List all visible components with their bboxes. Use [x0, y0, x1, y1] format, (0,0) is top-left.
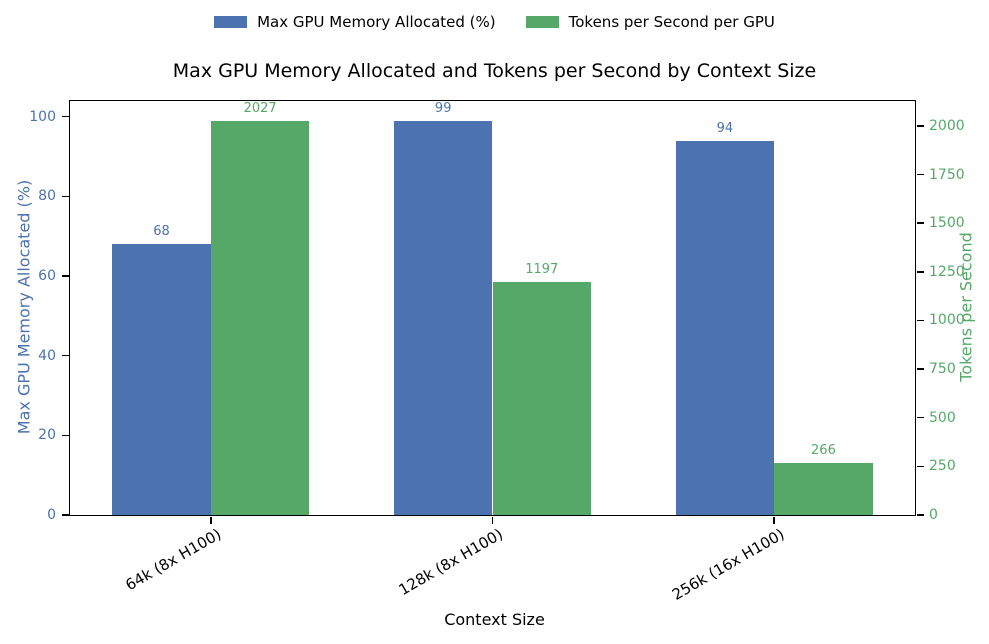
- bar-value-label: 94: [716, 120, 734, 136]
- right-y-tick-mark: [916, 416, 924, 419]
- right-y-tick-mark: [916, 222, 924, 224]
- legend-item-memory: Max GPU Memory Allocated (%): [214, 13, 496, 31]
- left-y-tick-mark: [61, 354, 69, 357]
- bar-memory-1: [393, 120, 493, 515]
- right-axis-label: Tokens per Second: [956, 232, 976, 382]
- bar-tokens-1: [492, 282, 592, 515]
- bar-value-label: 1197: [525, 262, 559, 278]
- left-y-tick-label: 40: [38, 347, 56, 364]
- right-y-tick-label: 0: [929, 507, 938, 523]
- left-y-tick-label: 60: [38, 268, 56, 285]
- left-y-tick-label: 0: [47, 507, 56, 523]
- right-y-tick-mark: [916, 465, 924, 468]
- left-y-tick-mark: [61, 195, 69, 198]
- right-y-tick-mark: [916, 368, 924, 370]
- bar-value-label: 68: [153, 224, 170, 240]
- bar-memory-0: [112, 244, 211, 515]
- legend-label-tokens: Tokens per Second per GPU: [568, 13, 775, 31]
- x-axis-label: Context Size: [444, 610, 545, 629]
- right-y-tick-label: 1250: [929, 263, 965, 280]
- right-y-tick-label: 750: [929, 361, 956, 378]
- right-y-tick-label: 250: [929, 458, 956, 475]
- legend-swatch-tokens-icon: [525, 16, 559, 28]
- left-y-tick-label: 20: [38, 427, 56, 444]
- x-tick-label: 64k (8x H100): [121, 525, 224, 595]
- right-y-tick-mark: [916, 271, 924, 273]
- right-y-tick-mark: [916, 319, 924, 322]
- left-y-tick-mark: [61, 434, 69, 437]
- right-y-tick-label: 2000: [929, 117, 965, 134]
- bar-memory-2: [675, 140, 775, 515]
- legend-item-tokens: Tokens per Second per GPU: [525, 13, 775, 31]
- legend: Max GPU Memory Allocated (%) Tokens per …: [0, 13, 989, 31]
- x-tick-label: 128k (8x H100): [395, 525, 506, 600]
- right-y-tick-label: 1500: [929, 215, 965, 232]
- x-tick-label: 256k (16x H100): [668, 525, 788, 604]
- chart-title: Max GPU Memory Allocated and Tokens per …: [172, 60, 817, 82]
- bar-tokens-2: [774, 463, 873, 515]
- right-y-tick-mark: [916, 173, 924, 176]
- bar-value-label: 2027: [243, 100, 277, 116]
- right-y-tick-label: 1750: [929, 166, 965, 183]
- left-y-tick-mark: [61, 514, 69, 516]
- plot-area: 0 20 40 60 80 100 0 250 500 750 1000 1250 1500 1750 20…: [29, 100, 965, 604]
- legend-label-memory: Max GPU Memory Allocated (%): [257, 13, 496, 31]
- x-tick-mark: [491, 516, 494, 524]
- bar-value-label: 99: [434, 100, 452, 116]
- left-y-tick-mark: [61, 275, 69, 277]
- left-y-tick-mark: [61, 115, 69, 118]
- left-axis-label: Max GPU Memory Allocated (%): [14, 179, 34, 435]
- x-tick-mark: [773, 516, 775, 524]
- left-y-tick-label: 80: [38, 188, 56, 205]
- right-y-tick-mark: [916, 514, 924, 516]
- legend-swatch-memory-icon: [214, 16, 248, 28]
- right-y-tick-mark: [916, 125, 924, 127]
- right-y-tick-label: 500: [929, 409, 956, 426]
- bar-value-label: 266: [811, 443, 836, 459]
- x-tick-mark: [210, 516, 212, 524]
- bar-tokens-0: [210, 120, 310, 515]
- right-y-tick-label: 1000: [929, 312, 965, 329]
- left-y-tick-label: 100: [29, 108, 56, 125]
